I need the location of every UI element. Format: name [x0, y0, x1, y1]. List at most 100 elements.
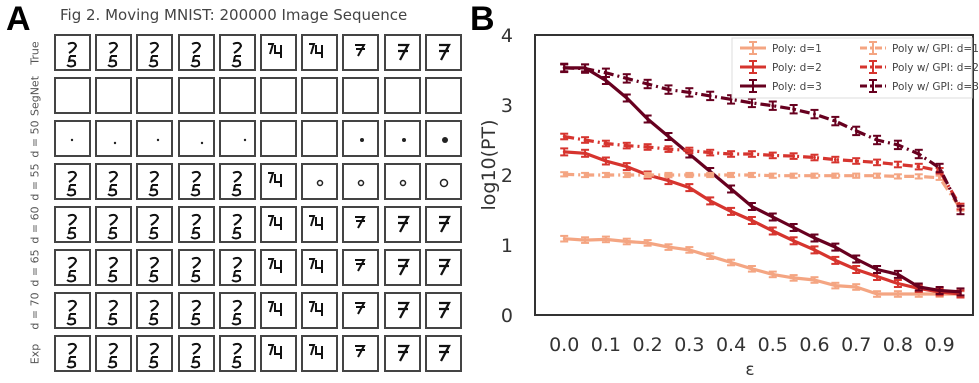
row-label: SegNet	[18, 76, 52, 116]
frame-image	[136, 249, 174, 286]
data-point	[750, 173, 754, 177]
frame-image	[54, 206, 91, 243]
frame-image	[424, 292, 462, 329]
frame-image	[218, 163, 256, 200]
frame-image	[424, 249, 462, 286]
data-point	[792, 154, 796, 158]
frame-image	[424, 206, 462, 243]
data-point	[667, 135, 670, 138]
data-point	[833, 259, 837, 262]
frame-image	[95, 335, 133, 372]
data-point	[646, 173, 650, 177]
data-point	[729, 173, 733, 177]
frame-image	[177, 335, 215, 372]
data-point	[917, 165, 921, 169]
data-point	[687, 186, 691, 190]
data-point	[917, 285, 921, 289]
data-point	[583, 151, 587, 155]
frame-image	[424, 77, 462, 114]
data-point	[833, 284, 837, 287]
frame-image	[177, 206, 215, 243]
frame-image	[383, 206, 421, 243]
data-point	[771, 215, 775, 219]
series-line	[564, 66, 962, 211]
data-point	[854, 159, 858, 163]
frame-image	[136, 77, 174, 114]
x-tick-label: 0.0	[549, 334, 579, 356]
data-point	[583, 67, 587, 70]
data-point	[938, 289, 942, 292]
frame-image	[218, 77, 256, 114]
frame-image	[342, 292, 380, 329]
y-tick-label: 1	[501, 235, 513, 257]
data-point	[625, 96, 629, 100]
data-point	[792, 226, 796, 229]
row-label: d = 70	[18, 292, 52, 330]
data-point	[854, 268, 858, 271]
data-point	[771, 229, 775, 233]
x-tick-label: 0.6	[799, 334, 829, 356]
data-point	[792, 174, 796, 178]
frame-image	[260, 120, 297, 157]
grid-row: SegNet	[29, 76, 466, 116]
frame-image	[54, 335, 91, 372]
row-label: d = 60	[18, 206, 52, 244]
row-label-text: d = 60	[28, 206, 42, 244]
image-grid: True SegNet d = 50 d = 55 d = 60 d = 65 d = 70…	[29, 34, 466, 376]
series-line	[564, 150, 961, 296]
frame-image	[260, 77, 297, 114]
data-point	[750, 101, 754, 105]
legend-label: Poly: d=1	[772, 43, 822, 55]
data-point	[625, 144, 629, 148]
data-point	[729, 210, 733, 213]
data-point	[813, 278, 816, 282]
frame-image	[95, 34, 133, 71]
data-point	[959, 290, 962, 294]
data-point	[875, 268, 879, 271]
frame-image	[95, 249, 133, 286]
y-axis-label: log10(PT)	[478, 119, 500, 210]
frame-image	[136, 206, 174, 243]
y-tick-label: 2	[501, 165, 513, 187]
figure-title: Fig 2. Moving MNIST: 200000 Image Sequen…	[60, 6, 408, 24]
x-tick-label: 0.2	[633, 334, 663, 356]
frame-image	[383, 249, 421, 286]
row-label-text: d = 70	[28, 292, 42, 330]
frame-image	[301, 249, 339, 286]
data-point	[813, 236, 816, 240]
data-point	[708, 199, 712, 203]
legend-label: Poly: d=2	[772, 62, 822, 74]
row-label: Exp	[18, 335, 52, 373]
grid-row: d = 60	[29, 206, 466, 244]
frame-image	[424, 163, 462, 200]
data-point	[875, 138, 879, 142]
data-point	[854, 174, 858, 178]
series-1	[560, 234, 965, 298]
data-point	[562, 135, 566, 138]
grid-row: d = 65	[29, 249, 466, 287]
x-tick-label: 0.4	[716, 334, 746, 356]
frame-image	[218, 120, 256, 157]
data-point	[938, 176, 942, 180]
frame-image	[342, 335, 380, 372]
frame-image	[260, 249, 297, 286]
data-point	[875, 174, 879, 178]
frame-image	[424, 120, 462, 157]
row-label-text: Exp	[28, 343, 42, 365]
data-point	[750, 205, 754, 208]
frame-image	[218, 206, 256, 243]
data-point	[562, 66, 566, 70]
series-line	[564, 237, 961, 296]
frame-image	[218, 249, 256, 286]
frame-image	[383, 34, 421, 71]
data-point	[625, 77, 629, 80]
y-tick-label: 4	[501, 25, 513, 47]
data-point	[854, 257, 858, 261]
data-point	[646, 117, 650, 121]
data-point	[604, 238, 608, 241]
data-point	[750, 152, 754, 156]
frame-image	[383, 335, 421, 372]
frame-image	[301, 335, 339, 372]
panel-b: B 0 1 2 3 4 0.0 0.1 0.2 0.3 0.4 0.5 0.6 0.7 0.8 0.9 ε lo…	[470, 0, 979, 380]
data-point	[562, 150, 566, 154]
